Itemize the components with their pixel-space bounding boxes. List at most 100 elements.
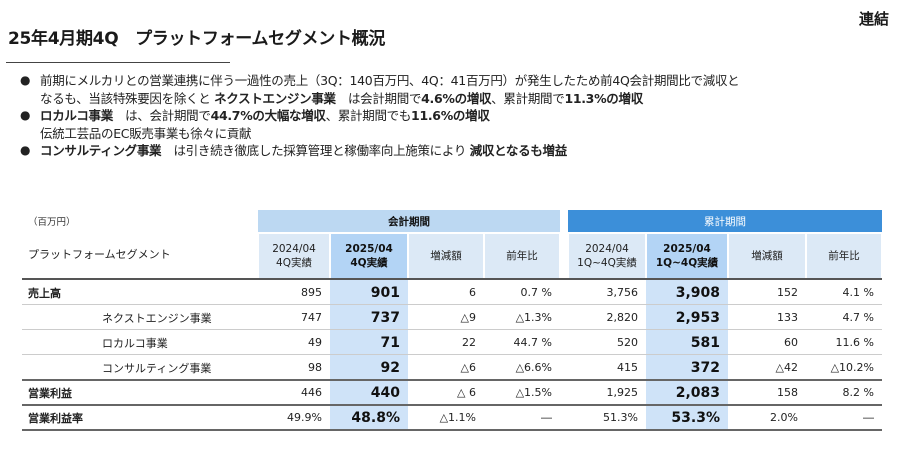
table-cell: 901 [370, 284, 400, 301]
bullet-text: は、会計期間で [112, 108, 211, 123]
bullet-item: ● ロカルコ事業 は、会計期間で44.7%の大幅な増収、累計期間でも11.6%の増… [18, 107, 888, 125]
table-cell: 737 [370, 309, 400, 326]
row-label: ネクストエンジン事業 [102, 311, 212, 325]
row-label: 営業利益率 [28, 411, 83, 425]
row-divider [22, 304, 882, 305]
table-cell: 133 [777, 311, 798, 324]
segment-table: （百万円） 会計期間 累計期間 プラットフォームセグメント 2024/04 4Q実… [22, 210, 882, 431]
table-row: ロカルコ事業 49 71 22 44.7 % 520 581 60 11.6 % [22, 330, 882, 355]
bullet-text: 、累計期間でも [325, 108, 412, 123]
table-cell: 152 [777, 286, 798, 299]
band-kaikei: 会計期間 [258, 210, 560, 232]
table-cell: △42 [775, 361, 798, 374]
column-header: 2025/04 4Q実績 [330, 234, 408, 278]
table-cell: 0.7 % [520, 286, 552, 299]
table-cell: 3,756 [606, 286, 639, 299]
row-label: 営業利益 [28, 386, 72, 400]
table-cell: △6.6% [515, 361, 552, 374]
table-cell: △1.1% [439, 411, 476, 424]
table-cell: ― [863, 411, 874, 424]
column-header-bg [409, 234, 483, 278]
table-row: 営業利益率 49.9% 48.8% △1.1% ― 51.3% 53.3% 2.0% ― [22, 405, 882, 430]
table-row: 売上高 895 901 6 0.7 % 3,756 3,908 152 4.1 % [22, 280, 882, 305]
column-header-bg [807, 234, 881, 278]
column-header-line1: 2025/04 [663, 243, 711, 255]
column-header-bg [647, 234, 727, 278]
table-cell: 895 [301, 286, 322, 299]
bullet-text: は引き続き徹底した採算管理と稼働率向上施策により [161, 143, 470, 158]
row-divider [22, 404, 882, 406]
page-title: 25年4月期4Q プラットフォームセグメント概況 [8, 29, 386, 49]
column-header-bg [331, 234, 407, 278]
table-cell: △1.5% [515, 386, 552, 399]
title-underline [6, 62, 230, 63]
bullet-text: は会計期間で [335, 90, 422, 106]
row-label: 売上高 [28, 286, 61, 300]
table-cell: 4.7 % [842, 311, 874, 324]
bullet-item: ● コンサルティング事業 は引き続き徹底した採算管理と稼働率向上施策により 減収と… [18, 142, 888, 160]
bullet-text: 伝統工芸品のEC販売事業も徐々に貢献 [40, 125, 252, 141]
column-header: 前年比 [484, 234, 560, 278]
table-cell: 2.0% [770, 411, 798, 424]
table-cell: 44.7 % [513, 336, 552, 349]
table-cell: 446 [301, 386, 322, 399]
row-label: コンサルティング事業 [102, 361, 212, 375]
bullet-item: ● 前期にメルカリとの営業連携に伴う一過性の売上（3Q：140百万円、4Q：41百… [18, 72, 888, 90]
segment-label: プラットフォームセグメント [28, 248, 171, 261]
table-cell: 71 [380, 334, 400, 351]
table-cell: 6 [469, 286, 476, 299]
column-header-line1: 増減額 [430, 250, 462, 262]
column-header: 前年比 [806, 234, 882, 278]
table-cell: ― [541, 411, 552, 424]
table-cell: △ 6 [457, 386, 476, 399]
column-header-bg [569, 234, 645, 278]
table-cell: 22 [462, 336, 476, 349]
table-cell: 48.8% [351, 409, 400, 426]
column-header: 増減額 [728, 234, 806, 278]
column-header-bg [485, 234, 559, 278]
table-cell: 53.3% [671, 409, 720, 426]
summary-bullets: ● 前期にメルカリとの営業連携に伴う一過性の売上（3Q：140百万円、4Q：41百… [18, 72, 888, 160]
consolidated-badge: 連結 [858, 10, 889, 28]
column-header-bg [729, 234, 805, 278]
column-header-line2: 4Q実績 [276, 257, 312, 269]
column-header-line2: 1Q~4Q実績 [655, 257, 719, 269]
table-cell: 581 [690, 334, 720, 351]
table-cell: 8.2 % [842, 386, 874, 399]
column-header-line2: 1Q~4Q実績 [577, 257, 637, 269]
bullet-text: なるも、当該特殊要因を除くと [40, 90, 215, 106]
column-header: 2024/04 1Q~4Q実績 [568, 234, 646, 278]
table-row: コンサルティング事業 98 92 △6 △6.6% 415 372 △42 △10.2% [22, 355, 882, 380]
table-cell: 520 [617, 336, 638, 349]
column-header: 増減額 [408, 234, 484, 278]
table-cell: 158 [777, 386, 798, 399]
column-header-line1: 2024/04 [272, 243, 316, 255]
column-header: 2024/04 4Q実績 [258, 234, 330, 278]
unit-label: （百万円） [28, 217, 76, 228]
table-cell: 49 [308, 336, 322, 349]
table-cell: 60 [784, 336, 798, 349]
bullet-text: コンサルティング事業 [40, 143, 162, 158]
bullet-continuation: 伝統工芸品のEC販売事業も徐々に貢献 [18, 125, 888, 143]
bullet-text: 44.7%の大幅な増収 [210, 108, 326, 123]
table-cell: △6 [460, 361, 476, 374]
table-cell: △10.2% [830, 361, 874, 374]
bullet-dot-icon: ● [20, 143, 31, 157]
table-cell: 372 [690, 359, 720, 376]
table-cell: 3,908 [675, 284, 720, 301]
table-cell: 92 [380, 359, 400, 376]
table-row: ネクストエンジン事業 747 737 △9 △1.3% 2,820 2,953 133 4.7 … [22, 305, 882, 330]
table-cell: 98 [308, 361, 322, 374]
bullet-text: 前期にメルカリとの営業連携に伴う一過性の売上（3Q：140百万円、4Q：41百万… [40, 73, 740, 88]
row-label: ロカルコ事業 [102, 336, 168, 350]
table-cell: 415 [617, 361, 638, 374]
bullet-text: 4.6%の増収 [421, 90, 492, 106]
table-cell: 49.9% [287, 411, 322, 424]
table-cell: 11.6 % [835, 336, 874, 349]
table-cell: 2,820 [606, 311, 639, 324]
column-header-line1: 前年比 [828, 250, 860, 262]
bullet-text: 、累計期間で [491, 90, 565, 106]
column-header-bg [259, 234, 329, 278]
table-cell: 440 [370, 384, 400, 401]
row-divider [22, 429, 882, 431]
